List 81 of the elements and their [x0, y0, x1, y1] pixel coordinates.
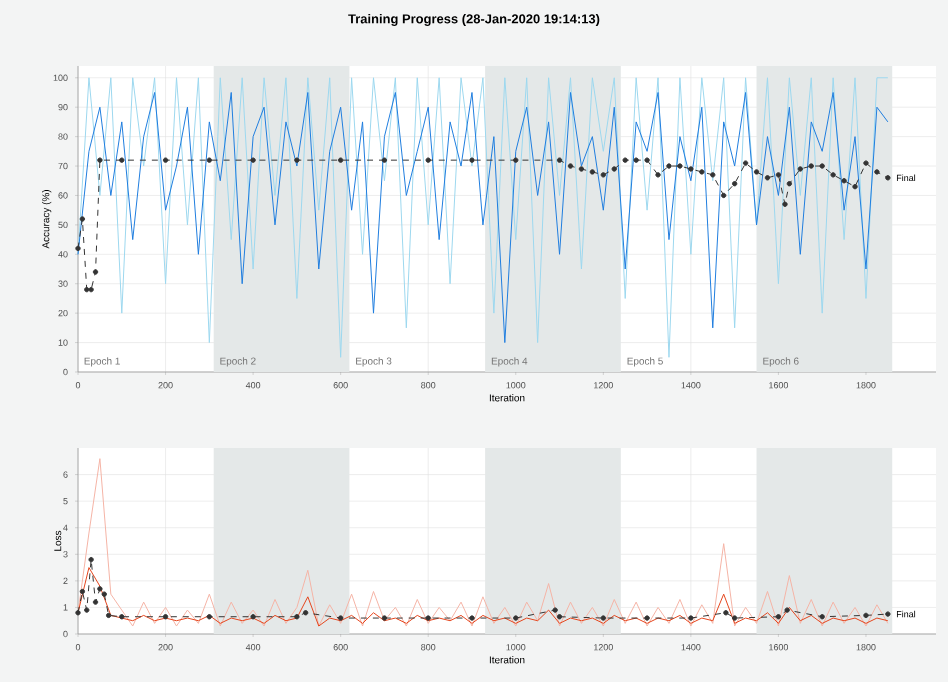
point	[797, 166, 803, 172]
line-series	[77, 458, 889, 627]
point	[337, 157, 344, 163]
point	[101, 591, 107, 597]
point	[863, 160, 869, 166]
point	[841, 178, 847, 184]
point	[84, 607, 90, 613]
point	[723, 610, 729, 616]
point	[874, 169, 880, 175]
point	[644, 157, 650, 163]
point	[852, 183, 858, 190]
point	[655, 172, 661, 178]
point	[830, 172, 836, 178]
point	[677, 163, 683, 169]
point	[88, 286, 94, 293]
point	[79, 216, 86, 222]
point	[589, 169, 596, 175]
point	[162, 157, 169, 163]
point	[885, 175, 891, 181]
point	[784, 607, 790, 613]
point	[731, 181, 738, 187]
point	[469, 157, 475, 163]
point	[600, 615, 606, 621]
point	[764, 175, 771, 181]
point	[567, 163, 574, 169]
point	[381, 157, 388, 163]
point	[119, 157, 125, 163]
point	[119, 614, 125, 620]
point	[294, 614, 300, 620]
point	[97, 157, 103, 163]
line-series	[77, 567, 889, 627]
point	[88, 556, 94, 563]
point	[578, 166, 585, 172]
point	[731, 615, 738, 621]
point	[775, 614, 782, 620]
point	[863, 612, 869, 619]
point	[644, 615, 650, 621]
point	[92, 269, 99, 275]
point	[84, 286, 90, 293]
point	[782, 201, 788, 207]
point	[75, 245, 81, 252]
point	[775, 172, 782, 178]
point	[105, 612, 112, 619]
point	[622, 157, 628, 163]
point	[808, 163, 814, 169]
point	[710, 172, 716, 178]
point	[556, 157, 563, 163]
point	[786, 181, 793, 187]
point	[742, 160, 749, 166]
point	[721, 192, 727, 199]
point	[699, 169, 705, 175]
point	[206, 157, 213, 163]
point	[425, 157, 431, 163]
point	[633, 157, 639, 163]
point	[688, 615, 694, 621]
point	[600, 172, 607, 178]
point	[611, 166, 617, 172]
point	[819, 163, 825, 169]
point	[381, 615, 388, 621]
point	[885, 611, 891, 617]
point	[556, 614, 563, 620]
point	[92, 599, 99, 605]
point	[162, 614, 169, 620]
point	[819, 614, 825, 620]
point	[425, 615, 431, 621]
point	[294, 157, 300, 163]
point	[469, 615, 475, 621]
point	[97, 586, 103, 592]
point	[79, 588, 86, 595]
point	[206, 614, 213, 620]
point	[513, 615, 519, 621]
point	[666, 163, 672, 169]
point	[753, 169, 760, 175]
point	[250, 157, 256, 163]
point	[688, 166, 694, 172]
point	[513, 157, 519, 163]
point	[302, 610, 309, 616]
point	[337, 615, 344, 621]
point	[75, 610, 81, 616]
point	[552, 607, 558, 613]
point	[250, 614, 256, 620]
